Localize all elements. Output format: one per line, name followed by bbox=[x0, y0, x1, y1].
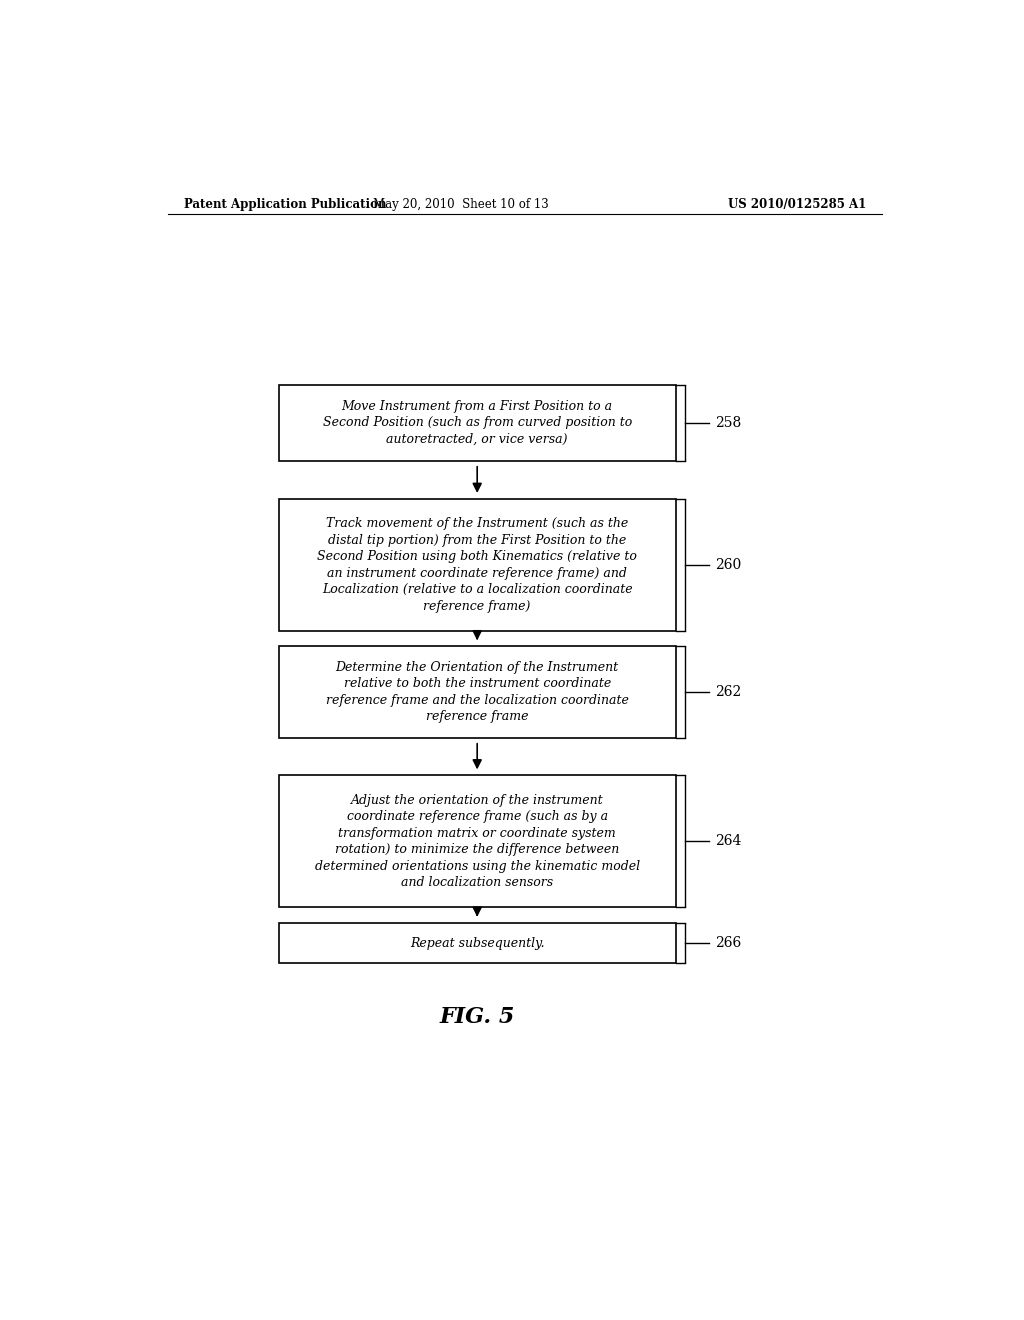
FancyBboxPatch shape bbox=[279, 775, 676, 907]
Text: 264: 264 bbox=[715, 834, 741, 849]
Text: Track movement of the Instrument (such as the
distal tip portion) from the First: Track movement of the Instrument (such a… bbox=[317, 517, 637, 612]
Text: Move Instrument from a First Position to a
Second Position (such as from curved : Move Instrument from a First Position to… bbox=[323, 400, 632, 446]
Text: Adjust the orientation of the instrument
coordinate reference frame (such as by : Adjust the orientation of the instrument… bbox=[314, 793, 640, 890]
Text: May 20, 2010  Sheet 10 of 13: May 20, 2010 Sheet 10 of 13 bbox=[374, 198, 549, 211]
Text: 260: 260 bbox=[715, 558, 741, 572]
Text: 258: 258 bbox=[715, 416, 741, 430]
Text: 262: 262 bbox=[715, 685, 741, 700]
FancyBboxPatch shape bbox=[279, 499, 676, 631]
FancyBboxPatch shape bbox=[279, 647, 676, 738]
Text: FIG. 5: FIG. 5 bbox=[439, 1006, 515, 1028]
Text: US 2010/0125285 A1: US 2010/0125285 A1 bbox=[728, 198, 866, 211]
Text: 266: 266 bbox=[715, 936, 741, 950]
Text: Determine the Orientation of the Instrument
relative to both the instrument coor: Determine the Orientation of the Instrum… bbox=[326, 661, 629, 723]
Text: Patent Application Publication: Patent Application Publication bbox=[183, 198, 386, 211]
Text: Repeat subsequently.: Repeat subsequently. bbox=[410, 937, 545, 949]
FancyBboxPatch shape bbox=[279, 923, 676, 964]
FancyBboxPatch shape bbox=[279, 384, 676, 461]
